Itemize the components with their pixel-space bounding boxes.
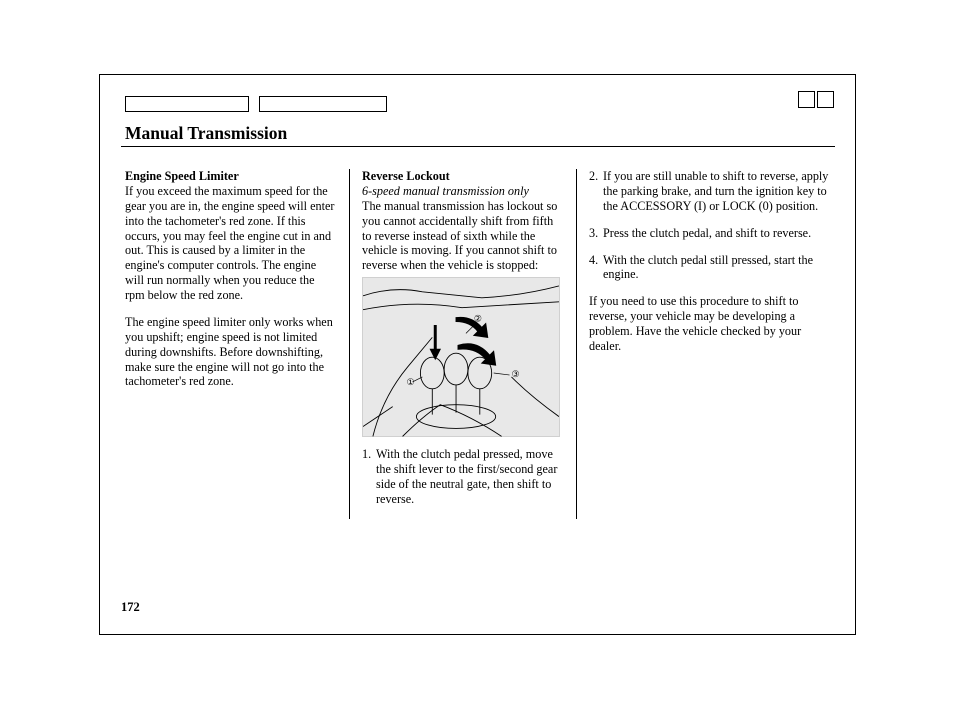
step-number: 4.	[589, 253, 603, 283]
step-text: Press the clutch pedal, and shift to rev…	[603, 226, 833, 241]
step-text: If you are still unable to shift to reve…	[603, 169, 833, 214]
body-text: The manual transmission has lockout so y…	[362, 199, 557, 273]
column-3: 2. If you are still unable to shift to r…	[577, 169, 833, 519]
section-title: Manual Transmission	[125, 123, 287, 144]
top-placeholder-boxes	[125, 96, 387, 112]
step-number: 3.	[589, 226, 603, 241]
corner-box	[798, 91, 815, 108]
column-2: Reverse Lockout 6-speed manual transmiss…	[349, 169, 577, 519]
placeholder-box	[259, 96, 387, 112]
content-columns: Engine Speed LimiterIf you exceed the ma…	[121, 169, 839, 519]
title-rule	[121, 146, 835, 147]
body-text: If you exceed the maximum speed for the …	[125, 184, 334, 302]
body-text: If you need to use this procedure to shi…	[589, 294, 833, 354]
placeholder-box	[125, 96, 249, 112]
step-number: 1.	[362, 447, 376, 507]
callout-3: ③	[511, 369, 519, 379]
shift-lever-figure: ① ② ③	[362, 277, 560, 437]
body-text: The engine speed limiter only works when…	[125, 315, 337, 389]
paragraph: Engine Speed LimiterIf you exceed the ma…	[125, 169, 337, 303]
callout-2: ②	[474, 314, 482, 324]
step-3: 3. Press the clutch pedal, and shift to …	[589, 226, 833, 241]
corner-box	[817, 91, 834, 108]
subnote: 6-speed manual transmission only	[362, 184, 529, 198]
step-4: 4. With the clutch pedal still pressed, …	[589, 253, 833, 283]
page-frame: Manual Transmission Engine Speed Limiter…	[99, 74, 856, 635]
page-number: 172	[121, 600, 140, 615]
step-number: 2.	[589, 169, 603, 214]
step-1: 1. With the clutch pedal pressed, move t…	[362, 447, 564, 507]
subheading: Reverse Lockout	[362, 169, 450, 183]
corner-marker-boxes	[798, 91, 834, 108]
callout-1: ①	[407, 377, 415, 387]
column-1: Engine Speed LimiterIf you exceed the ma…	[121, 169, 349, 519]
subheading: Engine Speed Limiter	[125, 169, 239, 183]
shift-lever-svg: ① ② ③	[363, 278, 559, 436]
step-text: With the clutch pedal pressed, move the …	[376, 447, 564, 507]
step-2: 2. If you are still unable to shift to r…	[589, 169, 833, 214]
step-text: With the clutch pedal still pressed, sta…	[603, 253, 833, 283]
heading-block: Reverse Lockout 6-speed manual transmiss…	[362, 169, 564, 273]
